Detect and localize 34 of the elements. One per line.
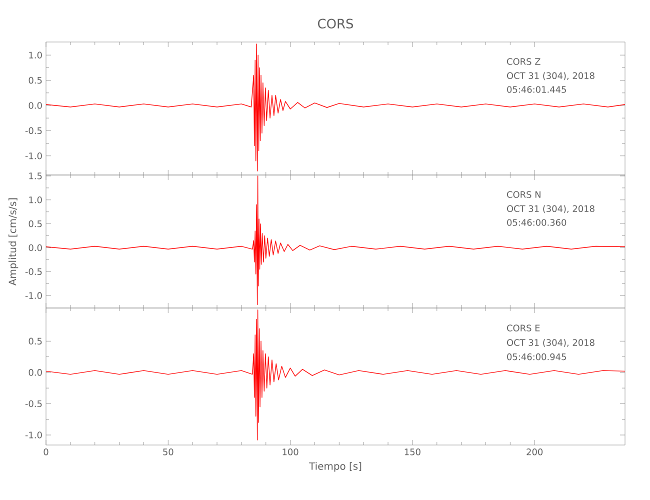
annotation: CORS N xyxy=(507,191,540,198)
x-tick-label: 200 xyxy=(526,448,543,456)
y-tick-label: -0.5 xyxy=(25,268,42,276)
y-axis-title: Amplitud [cm/s/s] xyxy=(8,198,18,286)
y-tick-label: -1.0 xyxy=(25,292,42,299)
annotation: CORS Z xyxy=(507,58,540,65)
y-tick-label: 1.0 xyxy=(29,196,42,204)
y-tick-label: 0.0 xyxy=(28,102,42,109)
annotation: CORS E xyxy=(507,324,540,332)
y-tick-label: 0.5 xyxy=(28,338,42,345)
annotation: OCT 31 (304), 2018 xyxy=(507,205,594,214)
x-tick-label: 50 xyxy=(163,448,174,456)
line-series xyxy=(46,44,626,172)
y-tick-label: 0.0 xyxy=(28,244,42,252)
y-tick-label: -1.0 xyxy=(25,152,42,160)
annotation: 05:46:00.360 xyxy=(507,219,566,226)
annotation: 05:46:00.945 xyxy=(507,353,566,360)
y-tick-label: 1.0 xyxy=(29,52,42,58)
y-tick-label: 1.5 xyxy=(29,172,42,180)
x-tick-label: 100 xyxy=(282,448,298,456)
chart-title: CORS xyxy=(318,18,354,28)
y-tick-label: -0.5 xyxy=(25,127,42,134)
x-axis-title: Tiempo [s] xyxy=(309,462,362,472)
x-tick-label: 150 xyxy=(404,448,420,456)
y-tick-label: 0.5 xyxy=(28,76,42,84)
y-tick-label: -1.0 xyxy=(25,432,42,438)
y-tick-label: 0.5 xyxy=(28,220,42,228)
annotation: OCT 31 (304), 2018 xyxy=(507,72,594,80)
y-tick-label: -0.5 xyxy=(25,400,42,408)
annotation: 05:46:01.445 xyxy=(507,86,566,93)
annotation: OCT 31 (304), 2018 xyxy=(507,339,594,348)
x-tick-label: 0 xyxy=(44,448,48,456)
y-tick-label: 0.0 xyxy=(28,369,42,376)
line-series xyxy=(46,310,626,440)
